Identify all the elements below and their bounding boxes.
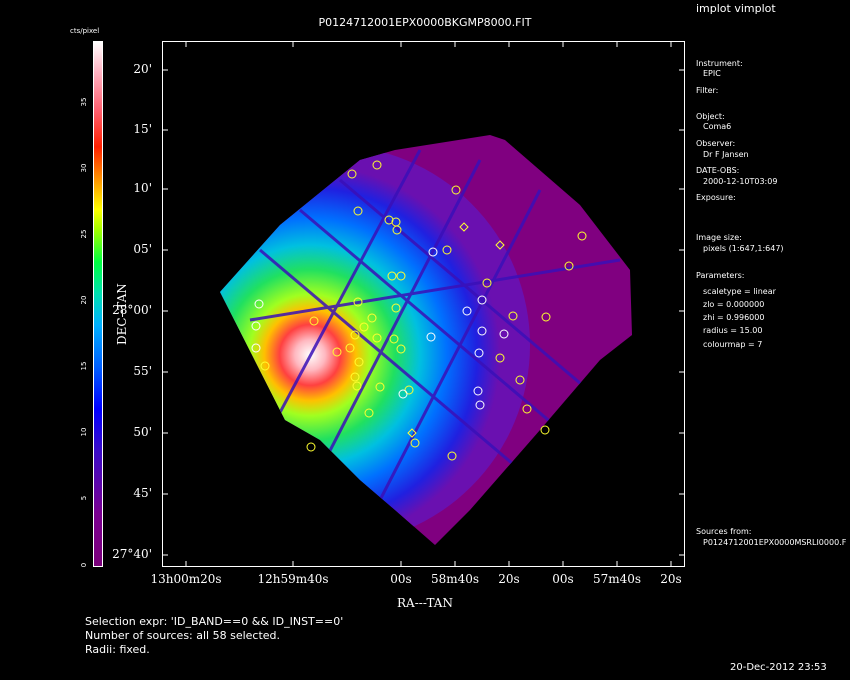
filter-label: Filter: (696, 86, 719, 95)
source-markers (260, 160, 587, 461)
xtick-label: 58m40s (430, 572, 480, 586)
xtick-label: 57m40s (592, 572, 642, 586)
chip-gaps (249, 149, 621, 501)
instrument-label: Instrument: (696, 59, 743, 68)
ytick-label: 50' (133, 425, 152, 439)
selection-expression: Selection expr: 'ID_BAND==0 && ID_INST==… (85, 615, 344, 628)
colorbar-title: cts/pixel (70, 27, 100, 35)
ytick-label: 45' (133, 486, 152, 500)
plot-frame (162, 41, 685, 567)
xtick-label: 00s (552, 572, 574, 586)
source-count: Number of sources: all 58 selected. (85, 629, 281, 642)
ytick-label: 10' (133, 181, 152, 195)
diamond-markers (407, 222, 505, 438)
source-markers-bright (251, 247, 509, 410)
date-label: DATE-OBS: (696, 166, 740, 175)
xtick-label: 00s (390, 572, 412, 586)
sources-value: P0124712001EPX0000MSRLI0000.F (703, 538, 847, 547)
colorbar (93, 41, 103, 567)
timestamp: 20-Dec-2012 23:53 (730, 662, 827, 673)
param-line: scaletype = linear (703, 287, 776, 296)
observer-label: Observer: (696, 139, 736, 148)
image-size-value: pixels (1:647,1:647) (703, 244, 784, 253)
xtick-label: 20s (498, 572, 520, 586)
param-line: zlo = 0.000000 (703, 300, 765, 309)
app-label: implot vimplot (696, 2, 776, 15)
object-label: Object: (696, 112, 725, 121)
x-axis-label: RA---TAN (397, 596, 453, 610)
ytick-label: 28°00' (112, 303, 152, 317)
xtick-label: 20s (660, 572, 682, 586)
sources-label: Sources from: (696, 527, 752, 536)
date-value: 2000-12-10T03:09 (703, 177, 778, 186)
ytick-label: 05' (133, 242, 152, 256)
ytick-label: 20' (133, 62, 152, 76)
ytick-label: 27°40' (112, 547, 152, 561)
ytick-label: 55' (133, 364, 152, 378)
plot-title: P0124712001EPX0000BKGMP8000.FIT (318, 16, 532, 29)
ytick-label: 15' (133, 122, 152, 136)
xtick-label: 13h00m20s (150, 572, 222, 586)
radii-info: Radii: fixed. (85, 643, 150, 656)
object-value: Coma6 (703, 122, 732, 131)
y-axis-label: DEC--TAN (115, 283, 129, 345)
param-line: colourmap = 7 (703, 340, 763, 349)
param-line: zhi = 0.996000 (703, 313, 765, 322)
param-line: radius = 15.00 (703, 326, 763, 335)
observer-value: Dr F Jansen (703, 150, 749, 159)
instrument-value: EPIC (703, 69, 721, 78)
parameters-label: Parameters: (696, 271, 745, 280)
image-size-label: Image size: (696, 233, 742, 242)
xtick-label: 12h59m40s (257, 572, 329, 586)
exposure-label: Exposure: (696, 193, 736, 202)
